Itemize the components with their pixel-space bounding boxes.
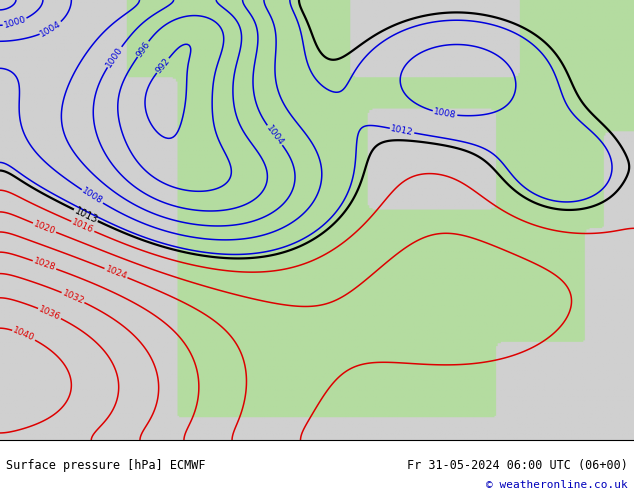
Text: 1032: 1032 [61, 289, 86, 306]
Text: 1024: 1024 [104, 265, 128, 281]
Text: 1000: 1000 [104, 45, 125, 69]
Text: 1036: 1036 [37, 304, 62, 322]
Text: Fr 31-05-2024 06:00 UTC (06+00): Fr 31-05-2024 06:00 UTC (06+00) [407, 459, 628, 472]
Text: 1016: 1016 [70, 218, 95, 235]
Text: 992: 992 [154, 56, 172, 75]
Text: 1008: 1008 [433, 107, 457, 120]
Text: 996: 996 [134, 39, 152, 59]
Text: 1004: 1004 [39, 19, 63, 39]
Text: 1028: 1028 [32, 257, 57, 273]
Text: 1004: 1004 [264, 123, 285, 147]
Text: 1012: 1012 [390, 124, 414, 137]
Text: Surface pressure [hPa] ECMWF: Surface pressure [hPa] ECMWF [6, 459, 206, 472]
Text: 1000: 1000 [3, 15, 27, 30]
Text: 1008: 1008 [80, 187, 105, 206]
Text: 1040: 1040 [11, 326, 36, 343]
Text: 1020: 1020 [32, 219, 57, 236]
Text: 1013: 1013 [73, 205, 99, 225]
Text: © weatheronline.co.uk: © weatheronline.co.uk [486, 480, 628, 490]
